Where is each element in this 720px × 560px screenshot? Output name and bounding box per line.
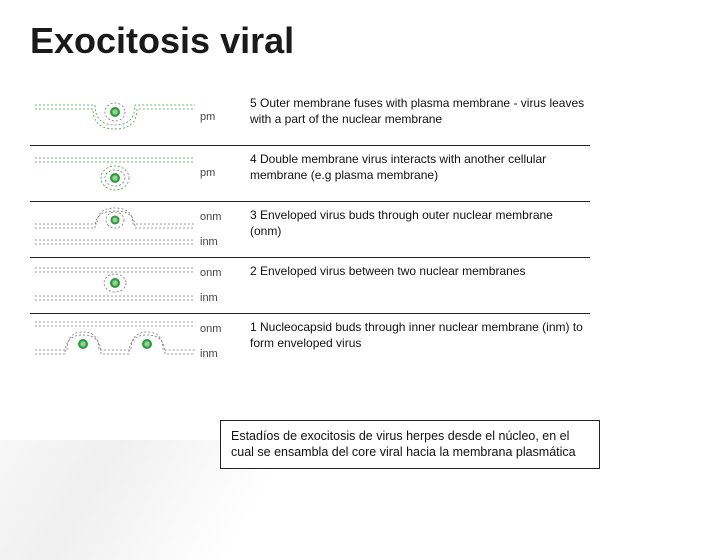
membrane-labels: pm: [200, 146, 240, 201]
diagram: pm 5 Outer membrane fuses with plasma mem…: [30, 90, 590, 369]
membrane-label: inm: [200, 237, 240, 248]
stage-description: 5 Outer membrane fuses with plasma membr…: [240, 90, 590, 145]
stage-row: onm inm 3 Enveloped virus buds through out…: [30, 202, 590, 258]
membrane-label: pm: [200, 168, 240, 179]
stage-description: 1 Nucleocapsid buds through inner nuclea…: [240, 314, 590, 369]
membrane-labels: pm: [200, 90, 240, 145]
membrane-label: inm: [200, 293, 240, 304]
stage-description-text: 1 Nucleocapsid buds through inner nuclea…: [250, 320, 586, 351]
membrane-label: onm: [200, 212, 240, 223]
stage-illustration: [30, 146, 200, 201]
page-title: Exocitosis viral: [30, 20, 294, 62]
caption-box: Estadíos de exocitosis de virus herpes d…: [220, 420, 600, 469]
membrane-label: inm: [200, 349, 240, 360]
membrane-labels: onm inm: [200, 258, 240, 313]
stage-description: 4 Double membrane virus interacts with a…: [240, 146, 590, 201]
membrane-label: onm: [200, 268, 240, 279]
membrane-labels: onm inm: [200, 314, 240, 369]
stage-row: onm inm 2 Enveloped virus between two nucl…: [30, 258, 590, 314]
stage-row: onm inm 1 Nucleocapsid buds through inner …: [30, 314, 590, 369]
stage-row: pm 4 Double membrane virus interacts with…: [30, 146, 590, 202]
stage-illustration: [30, 90, 200, 145]
stage-description-text: 5 Outer membrane fuses with plasma membr…: [250, 96, 586, 127]
caption-text: Estadíos de exocitosis de virus herpes d…: [231, 429, 576, 459]
stage-description-text: 4 Double membrane virus interacts with a…: [250, 152, 586, 183]
stage-description-text: 2 Enveloped virus between two nuclear me…: [250, 264, 525, 280]
membrane-label: onm: [200, 324, 240, 335]
membrane-labels: onm inm: [200, 202, 240, 257]
membrane-label: pm: [200, 112, 240, 123]
stage-row: pm 5 Outer membrane fuses with plasma mem…: [30, 90, 590, 146]
stage-description-text: 3 Enveloped virus buds through outer nuc…: [250, 208, 586, 239]
stage-description: 2 Enveloped virus between two nuclear me…: [240, 258, 590, 313]
stage-description: 3 Enveloped virus buds through outer nuc…: [240, 202, 590, 257]
stage-illustration: [30, 314, 200, 369]
stage-illustration: [30, 258, 200, 313]
stage-illustration: [30, 202, 200, 257]
